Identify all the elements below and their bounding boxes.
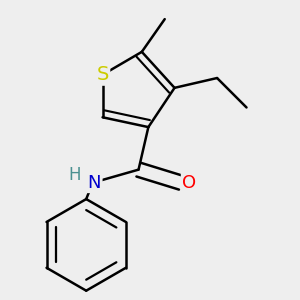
Text: O: O <box>182 174 196 192</box>
Text: H: H <box>68 166 81 184</box>
Text: N: N <box>88 174 101 192</box>
Text: S: S <box>96 65 109 84</box>
